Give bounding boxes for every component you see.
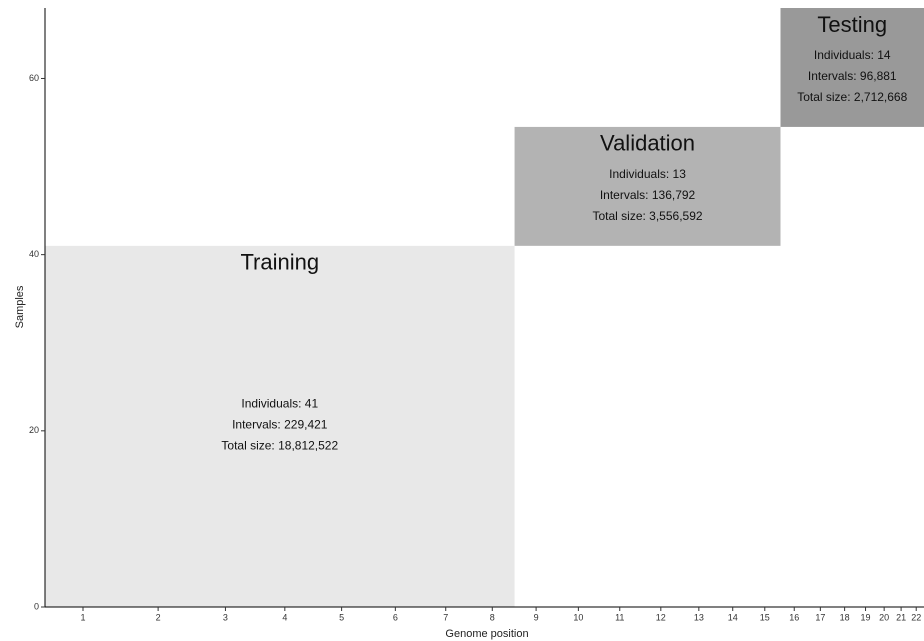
x-tick-label: 10: [573, 612, 583, 622]
x-tick-label: 18: [840, 612, 850, 622]
x-tick-label: 4: [282, 612, 287, 622]
region-info: Intervals: 136,792: [600, 188, 696, 202]
x-tick-label: 11: [615, 612, 624, 622]
x-tick-label: 5: [339, 612, 344, 622]
region-title: Testing: [817, 12, 887, 37]
x-tick-label: 14: [728, 612, 738, 622]
region-info: Total size: 18,812,522: [221, 439, 338, 453]
region-title: Validation: [600, 131, 695, 156]
region: [780, 8, 924, 127]
x-tick-label: 21: [896, 612, 906, 622]
x-tick-label: 19: [861, 612, 871, 622]
x-tick-label: 3: [223, 612, 228, 622]
region-info: Intervals: 96,881: [808, 69, 897, 83]
region-info: Individuals: 41: [241, 397, 318, 411]
region: [514, 126, 781, 246]
region-info: Intervals: 229,421: [232, 418, 328, 432]
x-tick-label: 9: [534, 612, 539, 622]
region-info: Individuals: 14: [814, 48, 891, 62]
region-title: Training: [240, 250, 319, 275]
x-tick-label: 13: [694, 612, 704, 622]
y-tick-label: 60: [29, 73, 39, 83]
region-info: Individuals: 13: [609, 167, 686, 181]
x-tick-label: 16: [789, 612, 799, 622]
x-tick-label: 7: [443, 612, 448, 622]
y-tick-label: 20: [29, 425, 39, 435]
x-tick-label: 12: [656, 612, 666, 622]
x-tick-label: 22: [911, 612, 921, 622]
region-info: Total size: 2,712,668: [797, 90, 907, 104]
region: [45, 245, 515, 607]
y-axis-label: Samples: [14, 285, 26, 328]
y-tick-label: 0: [34, 601, 39, 611]
x-axis-label: Genome position: [445, 628, 528, 640]
x-tick-label: 6: [393, 612, 398, 622]
x-tick-label: 1: [81, 612, 86, 622]
x-tick-label: 8: [490, 612, 495, 622]
y-tick-label: 40: [29, 249, 39, 259]
x-tick-label: 20: [879, 612, 889, 622]
region-info: Total size: 3,556,592: [592, 209, 702, 223]
x-tick-label: 2: [156, 612, 161, 622]
x-tick-label: 15: [760, 612, 770, 622]
x-tick-label: 17: [815, 612, 825, 622]
